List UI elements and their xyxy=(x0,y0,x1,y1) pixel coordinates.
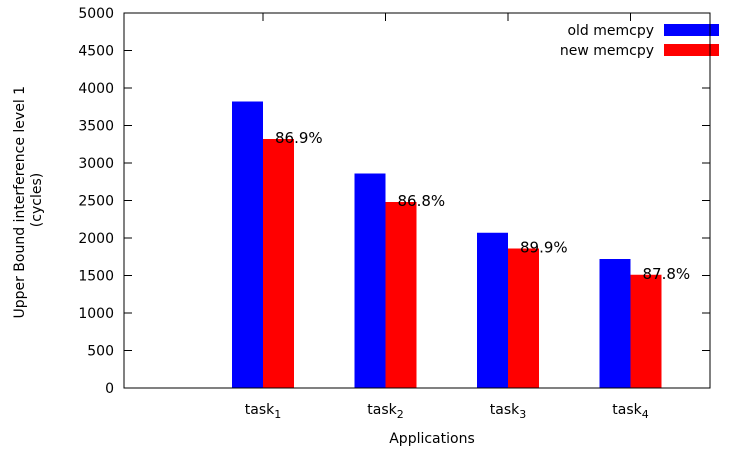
y-tick-label: 500 xyxy=(87,344,114,360)
legend-swatch xyxy=(664,44,719,56)
y-axis-label-line-2: (cycles) xyxy=(29,173,45,227)
y-tick-label: 3000 xyxy=(78,156,114,172)
new-memcpy-bar xyxy=(508,248,539,388)
y-tick-label: 2500 xyxy=(78,194,114,210)
bars xyxy=(232,101,662,388)
legend-label: old memcpy xyxy=(567,23,654,39)
x-tick-label: task3 xyxy=(490,402,526,421)
legend-swatch xyxy=(664,24,719,36)
x-tick-label: task4 xyxy=(612,402,648,421)
old-memcpy-bar xyxy=(599,259,631,388)
y-tick-label: 5000 xyxy=(78,6,114,22)
legend: old memcpy new memcpy xyxy=(560,23,719,59)
y-tick-label: 4000 xyxy=(78,81,114,97)
y-tick-label: 1000 xyxy=(78,306,114,322)
x-axis-ticks: task1 task2 task3 task4 xyxy=(245,13,649,421)
y-axis-ticks: 0 500 1000 1500 2000 2500 3000 3500 4000 4500 5000 xyxy=(78,6,710,397)
new-memcpy-bar xyxy=(263,139,294,388)
plot-frame xyxy=(123,12,711,389)
percentage-label: 86.9% xyxy=(275,129,323,147)
percentage-label: 87.8% xyxy=(643,265,691,283)
old-memcpy-bar xyxy=(232,101,263,388)
legend-label: new memcpy xyxy=(560,43,654,59)
x-axis-label: Applications xyxy=(389,431,475,447)
y-axis-label-line-1: Upper Bound interference level 1 xyxy=(12,86,28,319)
y-tick-label: 3500 xyxy=(78,119,114,135)
percentage-label: 86.8% xyxy=(398,192,446,210)
percentage-label: 89.9% xyxy=(520,239,568,257)
y-tick-label: 2000 xyxy=(78,231,114,247)
data-labels: 86.9% 86.8% 89.9% 87.8% xyxy=(275,129,690,283)
y-axis-label: Upper Bound interference level 1 (cycles… xyxy=(12,81,45,318)
x-tick-label: task1 xyxy=(245,402,281,421)
y-tick-label: 4500 xyxy=(78,44,114,60)
old-memcpy-bar xyxy=(477,232,508,388)
new-memcpy-bar xyxy=(630,274,662,388)
y-tick-label: 0 xyxy=(105,381,114,397)
x-tick-label: task2 xyxy=(367,402,403,421)
old-memcpy-bar xyxy=(354,173,386,388)
new-memcpy-bar xyxy=(385,202,417,388)
y-tick-label: 1500 xyxy=(78,269,114,285)
